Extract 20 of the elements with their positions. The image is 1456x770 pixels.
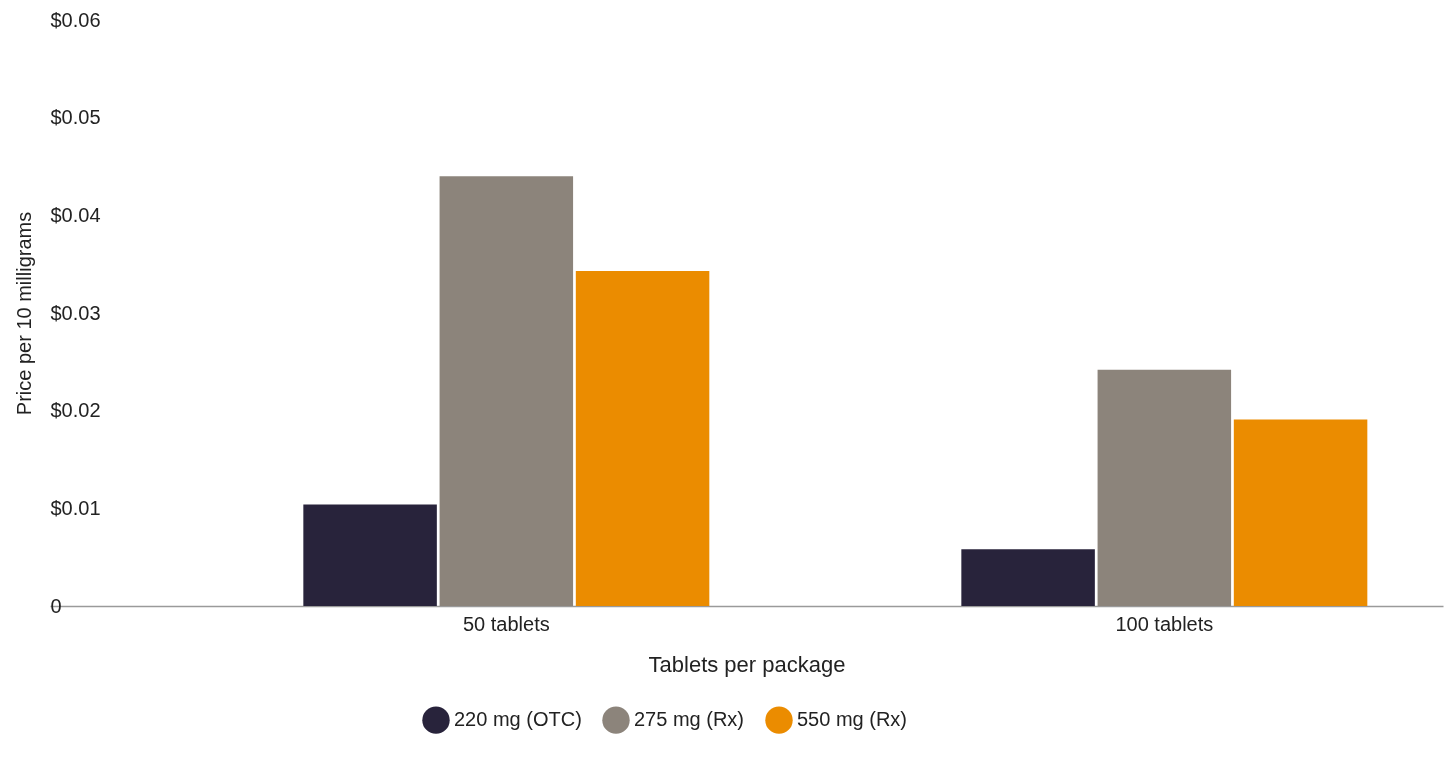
- bar: [575, 271, 710, 606]
- legend-label: 220 mg (OTC): [454, 708, 582, 731]
- y-tick-label: $0.03: [50, 301, 101, 324]
- y-tick-label: $0.02: [50, 399, 101, 422]
- y-tick-label: $0.06: [50, 8, 101, 31]
- bar: [1097, 369, 1232, 606]
- y-tick-label: 0: [50, 594, 62, 617]
- y-axis-title: Price per 10 milligrams: [12, 211, 35, 416]
- x-axis-title: Tablets per package: [648, 651, 846, 677]
- legend-label: 550 mg (Rx): [797, 708, 908, 731]
- legend-label: 275 mg (Rx): [634, 708, 745, 731]
- y-tick-label: $0.05: [50, 106, 101, 129]
- y-tick-label: $0.01: [50, 496, 101, 519]
- y-tick-label: $0.04: [50, 203, 101, 226]
- x-tick-label: 50 tablets: [462, 612, 550, 635]
- bar: [439, 176, 574, 606]
- bar: [961, 549, 1095, 606]
- bar: [303, 504, 437, 606]
- x-tick-label: 100 tablets: [1115, 612, 1214, 635]
- bar: [1233, 419, 1368, 606]
